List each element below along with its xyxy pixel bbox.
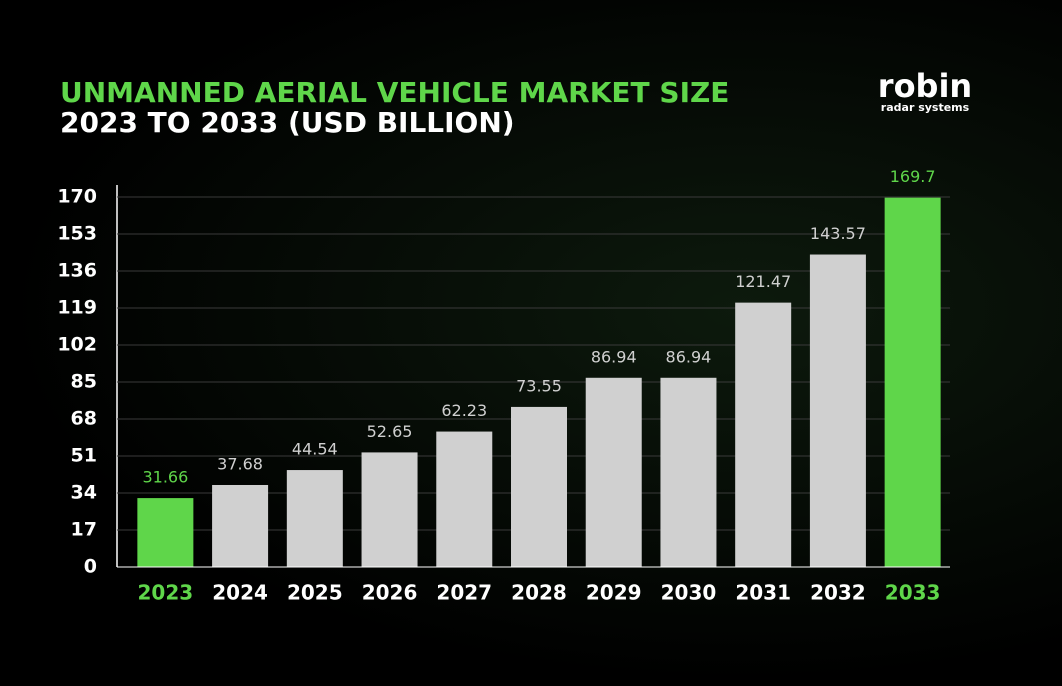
x-tick-label: 2026 — [362, 581, 418, 605]
x-tick-label: 2032 — [810, 581, 866, 605]
value-label: 44.54 — [292, 440, 338, 459]
value-label: 52.65 — [367, 422, 413, 441]
y-tick-label: 68 — [71, 408, 97, 430]
x-tick-label: 2029 — [586, 581, 642, 605]
x-tick-label: 2023 — [138, 581, 194, 605]
y-tick-label: 170 — [57, 186, 97, 208]
y-tick-label: 136 — [57, 260, 97, 282]
logo-tagline: radar systems — [881, 101, 970, 114]
chart-subtitle: 2023 TO 2033 (USD BILLION) — [60, 106, 515, 139]
chart-title: UNMANNED AERIAL VEHICLE MARKET SIZE — [60, 76, 729, 109]
x-tick-label: 2024 — [212, 581, 268, 605]
bar — [809, 254, 866, 568]
x-tick-label: 2030 — [661, 581, 717, 605]
bar — [884, 197, 941, 567]
value-label: 143.57 — [810, 224, 866, 243]
value-label: 31.66 — [142, 468, 188, 487]
x-tick-label: 2033 — [885, 581, 941, 605]
bar — [511, 406, 567, 567]
value-label: 169.7 — [890, 167, 936, 186]
bar — [660, 377, 717, 567]
y-tick-label: 119 — [57, 297, 97, 319]
y-tick-label: 102 — [57, 334, 97, 356]
value-label: 62.23 — [441, 401, 487, 420]
bar — [286, 470, 343, 567]
value-label: 86.94 — [591, 347, 637, 366]
bar — [735, 302, 792, 567]
y-tick-label: 51 — [71, 445, 97, 467]
bar — [212, 484, 269, 567]
bar — [585, 377, 642, 567]
bar — [361, 452, 418, 567]
x-tick-label: 2028 — [511, 581, 567, 605]
y-tick-label: 153 — [57, 223, 97, 245]
y-tick-label: 0 — [84, 556, 97, 578]
value-label: 121.47 — [735, 272, 791, 291]
value-label: 86.94 — [666, 347, 712, 366]
y-tick-label: 85 — [71, 371, 97, 393]
bar — [436, 431, 493, 567]
x-tick-label: 2027 — [436, 581, 492, 605]
y-tick-label: 17 — [71, 519, 97, 541]
y-tick-label: 34 — [71, 482, 97, 504]
value-label: 73.55 — [516, 376, 562, 395]
bar — [137, 498, 194, 567]
x-tick-label: 2031 — [735, 581, 791, 605]
x-tick-label: 2025 — [287, 581, 343, 605]
value-label: 37.68 — [217, 454, 263, 473]
logo-name: robin — [878, 67, 972, 105]
